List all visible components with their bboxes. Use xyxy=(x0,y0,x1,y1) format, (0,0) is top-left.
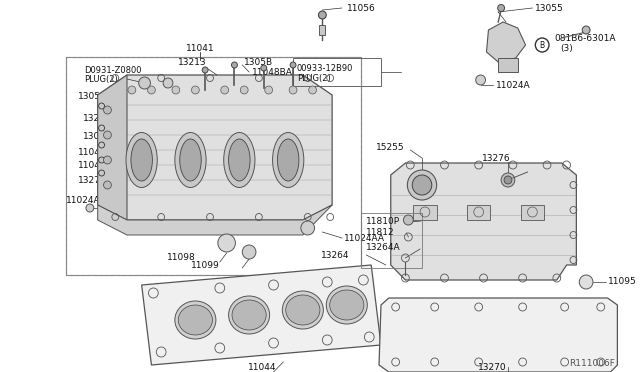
Ellipse shape xyxy=(126,132,157,187)
Text: (3): (3) xyxy=(561,44,573,52)
Polygon shape xyxy=(98,75,332,220)
Circle shape xyxy=(172,86,180,94)
Text: 11048B: 11048B xyxy=(78,148,113,157)
Text: 13212: 13212 xyxy=(83,113,111,122)
Ellipse shape xyxy=(228,296,269,334)
Ellipse shape xyxy=(175,132,206,187)
Ellipse shape xyxy=(179,305,212,335)
Circle shape xyxy=(139,77,150,89)
Ellipse shape xyxy=(326,286,367,324)
Text: 11024AA: 11024AA xyxy=(344,234,385,243)
Circle shape xyxy=(147,86,156,94)
Bar xyxy=(413,205,436,220)
Circle shape xyxy=(498,4,504,12)
Circle shape xyxy=(104,131,111,139)
Ellipse shape xyxy=(282,291,323,329)
Circle shape xyxy=(504,176,512,184)
Circle shape xyxy=(308,86,317,94)
Text: 11810P: 11810P xyxy=(366,217,401,225)
Text: 13270: 13270 xyxy=(478,363,507,372)
Circle shape xyxy=(104,106,111,114)
Bar xyxy=(293,58,381,86)
Circle shape xyxy=(501,173,515,187)
Circle shape xyxy=(301,221,314,235)
Circle shape xyxy=(412,175,432,195)
Circle shape xyxy=(202,67,208,73)
Ellipse shape xyxy=(330,290,364,320)
Text: R111006F: R111006F xyxy=(570,359,616,368)
Polygon shape xyxy=(98,75,127,220)
Text: 00933-12B90: 00933-12B90 xyxy=(297,64,353,73)
Bar xyxy=(362,213,422,268)
Circle shape xyxy=(128,86,136,94)
Text: 13213: 13213 xyxy=(178,58,207,67)
Bar xyxy=(67,57,362,275)
Circle shape xyxy=(265,86,273,94)
Text: 11099: 11099 xyxy=(191,260,220,269)
Text: 13264A: 13264A xyxy=(366,243,401,251)
Bar xyxy=(521,205,544,220)
Circle shape xyxy=(163,78,173,88)
Text: PLUG(2): PLUG(2) xyxy=(297,74,331,83)
Text: 13055: 13055 xyxy=(535,3,564,13)
Polygon shape xyxy=(486,22,525,62)
Text: 13273: 13273 xyxy=(78,176,107,185)
Ellipse shape xyxy=(175,301,216,339)
Text: 11044: 11044 xyxy=(248,363,276,372)
Text: 13058+A: 13058+A xyxy=(78,92,120,100)
Ellipse shape xyxy=(273,132,304,187)
Text: 11024A: 11024A xyxy=(496,80,531,90)
Circle shape xyxy=(240,86,248,94)
Circle shape xyxy=(104,181,111,189)
Ellipse shape xyxy=(232,300,266,330)
Circle shape xyxy=(582,26,590,34)
Text: 15255: 15255 xyxy=(376,142,405,151)
Bar xyxy=(319,25,325,35)
Circle shape xyxy=(104,156,111,164)
Text: 11024A: 11024A xyxy=(67,196,101,205)
Ellipse shape xyxy=(131,139,152,181)
Ellipse shape xyxy=(285,295,320,325)
Circle shape xyxy=(579,275,593,289)
Text: 11056: 11056 xyxy=(347,3,376,13)
Text: 11048B: 11048B xyxy=(78,160,113,170)
Polygon shape xyxy=(98,205,332,235)
Ellipse shape xyxy=(224,132,255,187)
Text: 11048BA: 11048BA xyxy=(252,67,293,77)
Polygon shape xyxy=(498,58,518,72)
Text: 11098: 11098 xyxy=(166,253,195,262)
Circle shape xyxy=(232,62,237,68)
Text: 1305B: 1305B xyxy=(244,58,273,67)
Circle shape xyxy=(221,86,228,94)
Ellipse shape xyxy=(180,139,201,181)
Ellipse shape xyxy=(228,139,250,181)
Circle shape xyxy=(319,11,326,19)
Polygon shape xyxy=(141,265,381,365)
Ellipse shape xyxy=(277,139,299,181)
Text: 13276: 13276 xyxy=(482,154,511,163)
Circle shape xyxy=(86,204,94,212)
Text: 1305B: 1305B xyxy=(83,131,112,141)
Circle shape xyxy=(243,245,256,259)
Text: PLUG(2): PLUG(2) xyxy=(84,74,118,83)
Text: D0931-Z0800: D0931-Z0800 xyxy=(84,65,141,74)
Bar xyxy=(467,205,490,220)
Text: 11041: 11041 xyxy=(186,44,214,52)
Circle shape xyxy=(218,234,236,252)
Polygon shape xyxy=(379,298,618,372)
Polygon shape xyxy=(391,163,577,280)
Text: 11095: 11095 xyxy=(607,278,636,286)
Circle shape xyxy=(403,215,413,225)
Circle shape xyxy=(290,62,296,68)
Circle shape xyxy=(289,86,297,94)
Circle shape xyxy=(476,75,486,85)
Text: B: B xyxy=(540,41,545,49)
Circle shape xyxy=(407,170,436,200)
Text: 081B6-6301A: 081B6-6301A xyxy=(555,33,616,42)
Text: 11812: 11812 xyxy=(366,228,395,237)
Bar xyxy=(67,57,362,275)
Circle shape xyxy=(191,86,199,94)
Circle shape xyxy=(261,65,267,71)
Text: 13264: 13264 xyxy=(321,250,349,260)
